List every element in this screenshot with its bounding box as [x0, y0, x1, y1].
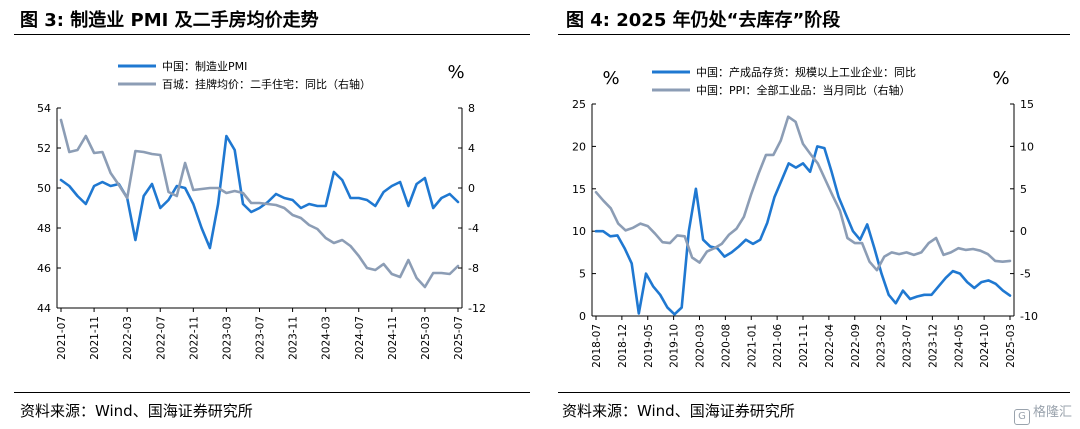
right-tick-label: 0	[468, 182, 475, 195]
x-tick-label: 2022-03	[122, 316, 134, 360]
x-tick-label: 2025-03	[1005, 324, 1017, 368]
x-tick-label: 2018-12	[617, 324, 629, 368]
left-tick-label: 20	[572, 140, 586, 153]
x-tick-label: 2021-11	[798, 324, 810, 368]
right-tick-label: 8	[468, 102, 475, 115]
legend-label-2: 中国：PPI：全部工业品：当月同比（右轴）	[696, 83, 911, 97]
left-tick-label: 52	[37, 142, 51, 155]
x-tick-label: 2023-07	[902, 324, 914, 368]
source-note-right: 资料来源：Wind、国海证券研究所	[562, 402, 795, 420]
x-tick-label: 2021-07	[56, 316, 68, 360]
x-tick-label: 2024-11	[387, 316, 399, 360]
right-tick-label: 4	[468, 142, 475, 155]
series-line-2	[594, 115, 1012, 272]
title-rule-left	[14, 34, 530, 35]
x-tick-label: 2018-07	[591, 324, 603, 368]
right-unit-label: %	[992, 68, 1009, 89]
right-tick-label: 0	[1020, 225, 1027, 238]
watermark-logo: G 格隆汇	[1013, 401, 1072, 425]
right-tick-label: -5	[1020, 268, 1031, 281]
source-note-left: 资料来源：Wind、国海证券研究所	[20, 402, 253, 420]
right-tick-label: 5	[1020, 183, 1027, 196]
watermark-icon: G	[1013, 409, 1030, 425]
series-line-1	[594, 145, 1012, 316]
series-line-1	[59, 134, 460, 250]
left-tick-label: 5	[579, 268, 586, 281]
x-tick-label: 2020-03	[695, 324, 707, 368]
left-unit-label: %	[602, 68, 619, 89]
legend-label-1: 中国：产成品存货：规模以上工业企业：同比	[696, 65, 916, 79]
x-tick-label: 2024-03	[321, 316, 333, 360]
left-tick-label: 48	[37, 222, 51, 235]
left-tick-label: 46	[37, 262, 51, 275]
watermark-text: 格隆汇	[1032, 405, 1072, 420]
x-tick-label: 2022-04	[824, 324, 836, 368]
x-tick-label: 2022-07	[155, 316, 167, 360]
left-tick-label: 25	[572, 98, 586, 111]
left-tick-label: 50	[37, 182, 51, 195]
x-tick-label: 2023-07	[255, 316, 267, 360]
x-tick-label: 2024-10	[979, 324, 991, 368]
x-tick-label: 2021-11	[89, 316, 101, 360]
left-tick-label: 54	[37, 102, 51, 115]
left-tick-label: 0	[579, 310, 586, 323]
x-tick-label: 2023-03	[221, 316, 233, 360]
x-tick-label: 2024-05	[953, 324, 965, 368]
x-tick-label: 2022-09	[850, 324, 862, 368]
left-tick-label: 15	[572, 183, 586, 196]
right-tick-label: -12	[468, 302, 486, 315]
series-line-2	[59, 118, 460, 289]
x-tick-label: 2022-11	[188, 316, 200, 360]
x-tick-label: 2025-03	[420, 316, 432, 360]
legend-label-1: 中国：制造业PMI	[162, 59, 247, 73]
title-rule-right	[558, 34, 1070, 35]
right-tick-label: 15	[1020, 98, 1034, 111]
x-tick-label: 2019-10	[669, 324, 681, 368]
chart-title-inventory: 图 4: 2025 年仍处“去库存”阶段	[566, 10, 841, 31]
x-tick-label: 2023-02	[876, 324, 888, 368]
chart-title-pmi: 图 3: 制造业 PMI 及二手房均价走势	[20, 10, 319, 31]
x-tick-label: 2024-07	[354, 316, 366, 360]
right-tick-label: -10	[1020, 310, 1038, 323]
inventory-ppi-chart: 0 5 10 15 20 25 -10 -5 0 5 10 15 2018-07 2018-12 2019-…	[572, 65, 1038, 368]
x-tick-label: 2025-07	[453, 316, 465, 360]
x-tick-label: 2023-11	[288, 316, 300, 360]
x-tick-label: 2023-12	[927, 324, 939, 368]
right-tick-label: 10	[1020, 140, 1034, 153]
x-tick-label: 2021-01	[746, 324, 758, 368]
x-tick-label: 2019-05	[643, 324, 655, 368]
right-tick-label: -8	[468, 262, 479, 275]
source-rule-right	[558, 392, 1070, 393]
left-tick-label: 44	[37, 302, 51, 315]
x-tick-label: 2021-06	[772, 324, 784, 368]
right-unit-label: %	[447, 62, 464, 83]
left-tick-label: 10	[572, 225, 586, 238]
source-rule-left	[14, 392, 530, 393]
legend-label-2: 百城：挂牌均价：二手住宅：同比（右轴）	[162, 77, 371, 91]
right-tick-label: -4	[468, 222, 479, 235]
x-tick-label: 2020-08	[720, 324, 732, 368]
